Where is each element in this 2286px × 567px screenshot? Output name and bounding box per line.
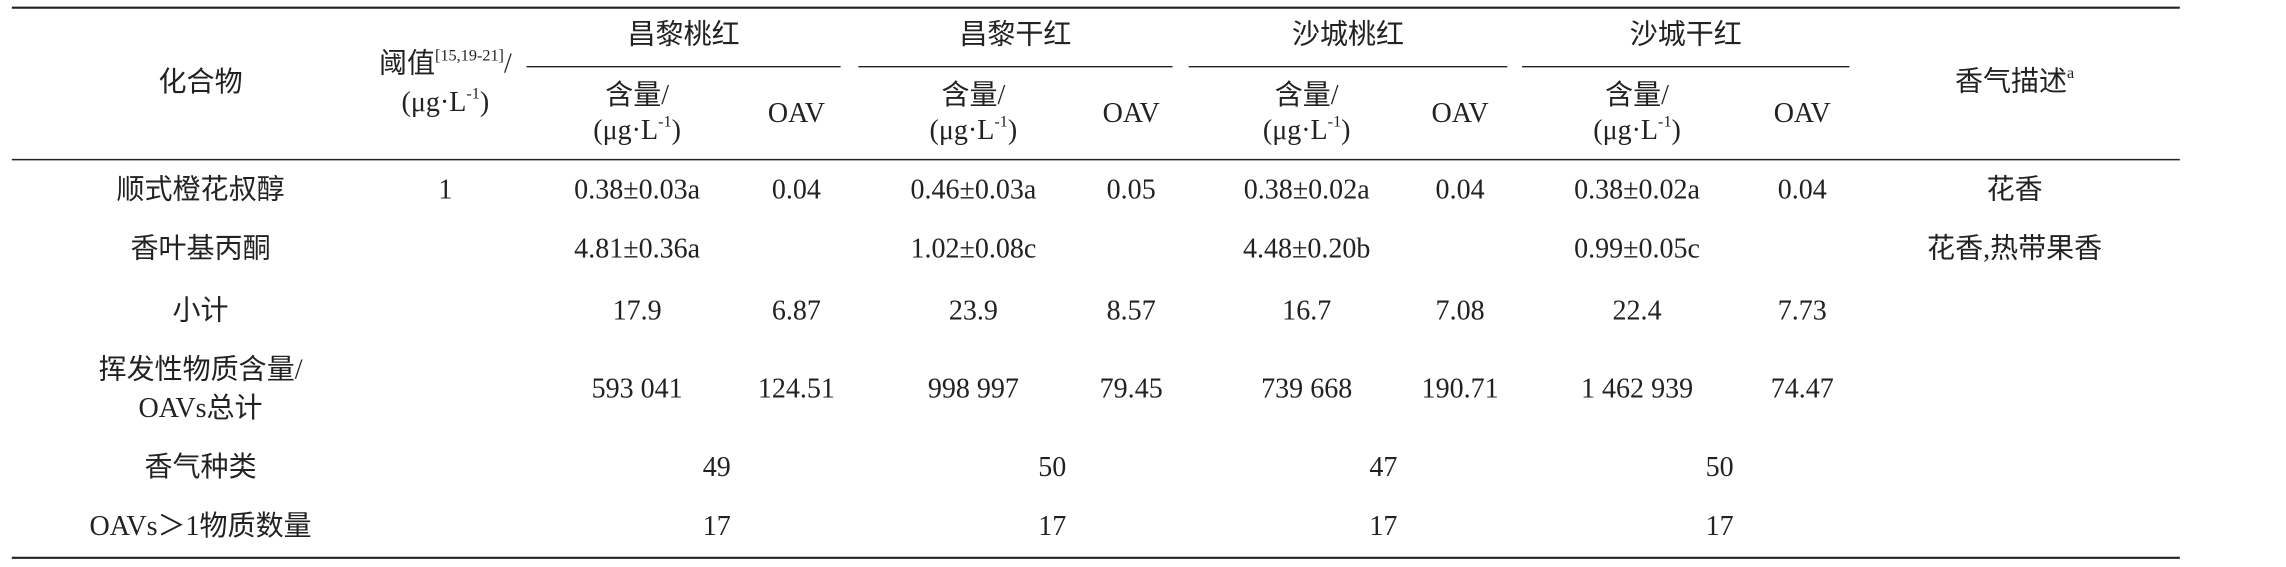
row-label: 香叶基丙酮: [131, 232, 271, 264]
unit-pre: (μg·L: [1593, 116, 1658, 147]
threshold-header: 阈值[15,19-21]/: [379, 46, 512, 80]
aroma-text: 香气描述: [1955, 66, 2067, 98]
group-name: 昌黎桃红: [628, 19, 740, 51]
content-cell: 4.81±0.36a: [574, 233, 700, 264]
merged-cell: 47: [1369, 452, 1397, 483]
content-cell: 998 997: [928, 374, 1019, 405]
oav-header: OAV: [1103, 98, 1160, 129]
content-header: 含量/: [1605, 79, 1669, 111]
unit-post: ): [480, 87, 489, 118]
row-label: 挥发性物质含量/: [99, 353, 303, 385]
content-unit: (μg·L-1): [593, 112, 681, 146]
threshold-unit: (μg·L-1): [402, 84, 490, 118]
unit-pre: (μg·L: [930, 116, 995, 147]
group-name: 沙城桃红: [1292, 19, 1404, 51]
row-label: 顺式橙花叔醇: [117, 173, 285, 205]
unit-sup: -1: [658, 112, 672, 130]
merged-cell: 17: [703, 511, 731, 542]
content-unit: (μg·L-1): [1593, 112, 1681, 146]
oav-cell: 74.47: [1771, 374, 1834, 405]
unit-sup: -1: [466, 84, 480, 102]
oav-cell: 8.57: [1107, 295, 1156, 326]
threshold-ref: [15,19-21]: [435, 46, 504, 64]
content-cell: 17.9: [613, 295, 662, 326]
oav-cell: 6.87: [772, 295, 821, 326]
oav-header: OAV: [1774, 98, 1831, 129]
unit-pre: (μg·L: [593, 116, 658, 147]
merged-cell: 17: [1369, 511, 1397, 542]
content-cell: 16.7: [1282, 295, 1331, 326]
content-cell: 0.46±0.03a: [910, 174, 1036, 205]
content-cell: 1.02±0.08c: [910, 233, 1036, 264]
content-cell: 593 041: [592, 374, 683, 405]
unit-pre: (μg·L: [402, 87, 467, 118]
content-header: 含量/: [1275, 79, 1339, 111]
merged-cell: 17: [1706, 511, 1734, 542]
unit-post: ): [1341, 116, 1350, 147]
compound-header: 化合物: [159, 66, 243, 98]
oav-header: OAV: [768, 98, 825, 129]
oav-cell: 0.04: [772, 174, 821, 205]
oav-cell: 190.71: [1422, 374, 1499, 405]
aroma-header: 香气描述a: [1955, 64, 2074, 98]
row-label: OAVs总计: [139, 392, 263, 424]
content-cell: 739 668: [1261, 374, 1352, 405]
threshold-slash: /: [504, 49, 512, 80]
unit-post: ): [1672, 116, 1681, 147]
merged-cell: 17: [1038, 511, 1066, 542]
content-cell: 22.4: [1613, 295, 1662, 326]
threshold-cell: 1: [438, 174, 452, 205]
content-cell: 0.99±0.05c: [1574, 233, 1700, 264]
oav-cell: 7.73: [1778, 295, 1827, 326]
row-label: 小计: [173, 294, 229, 326]
unit-sup: -1: [1328, 112, 1342, 130]
content-unit: (μg·L-1): [1263, 112, 1351, 146]
oav-cell: 0.04: [1436, 174, 1485, 205]
unit-post: ): [1008, 116, 1017, 147]
content-cell: 0.38±0.03a: [574, 174, 700, 205]
merged-cell: 49: [703, 452, 731, 483]
content-cell: 23.9: [949, 295, 998, 326]
oav-cell: 0.04: [1778, 174, 1827, 205]
content-cell: 4.48±0.20b: [1243, 233, 1370, 264]
content-unit: (μg·L-1): [930, 112, 1018, 146]
unit-pre: (μg·L: [1263, 116, 1328, 147]
row-label: OAVs＞1物质数量: [90, 510, 312, 542]
merged-cell: 50: [1706, 452, 1734, 483]
oav-cell: 124.51: [758, 374, 835, 405]
unit-sup: -1: [994, 112, 1008, 130]
threshold-text: 阈值: [379, 48, 435, 80]
oav-cell: 79.45: [1100, 374, 1163, 405]
group-name: 昌黎干红: [959, 19, 1071, 51]
merged-cell: 50: [1038, 452, 1066, 483]
oav-cell: 7.08: [1436, 295, 1485, 326]
oav-header: OAV: [1432, 98, 1489, 129]
content-cell: 0.38±0.02a: [1574, 174, 1700, 205]
aroma-cell: 花香,热带果香: [1927, 232, 2102, 264]
content-cell: 0.38±0.02a: [1244, 174, 1370, 205]
unit-sup: -1: [1658, 112, 1672, 130]
aroma-cell: 花香: [1987, 173, 2043, 205]
oav-cell: 0.05: [1107, 174, 1156, 205]
aroma-sup: a: [2067, 64, 2074, 82]
content-cell: 1 462 939: [1581, 374, 1693, 405]
row-label: 香气种类: [145, 451, 257, 483]
content-header: 含量/: [605, 79, 669, 111]
group-name: 沙城干红: [1630, 19, 1742, 51]
content-header: 含量/: [941, 79, 1005, 111]
unit-post: ): [672, 116, 681, 147]
